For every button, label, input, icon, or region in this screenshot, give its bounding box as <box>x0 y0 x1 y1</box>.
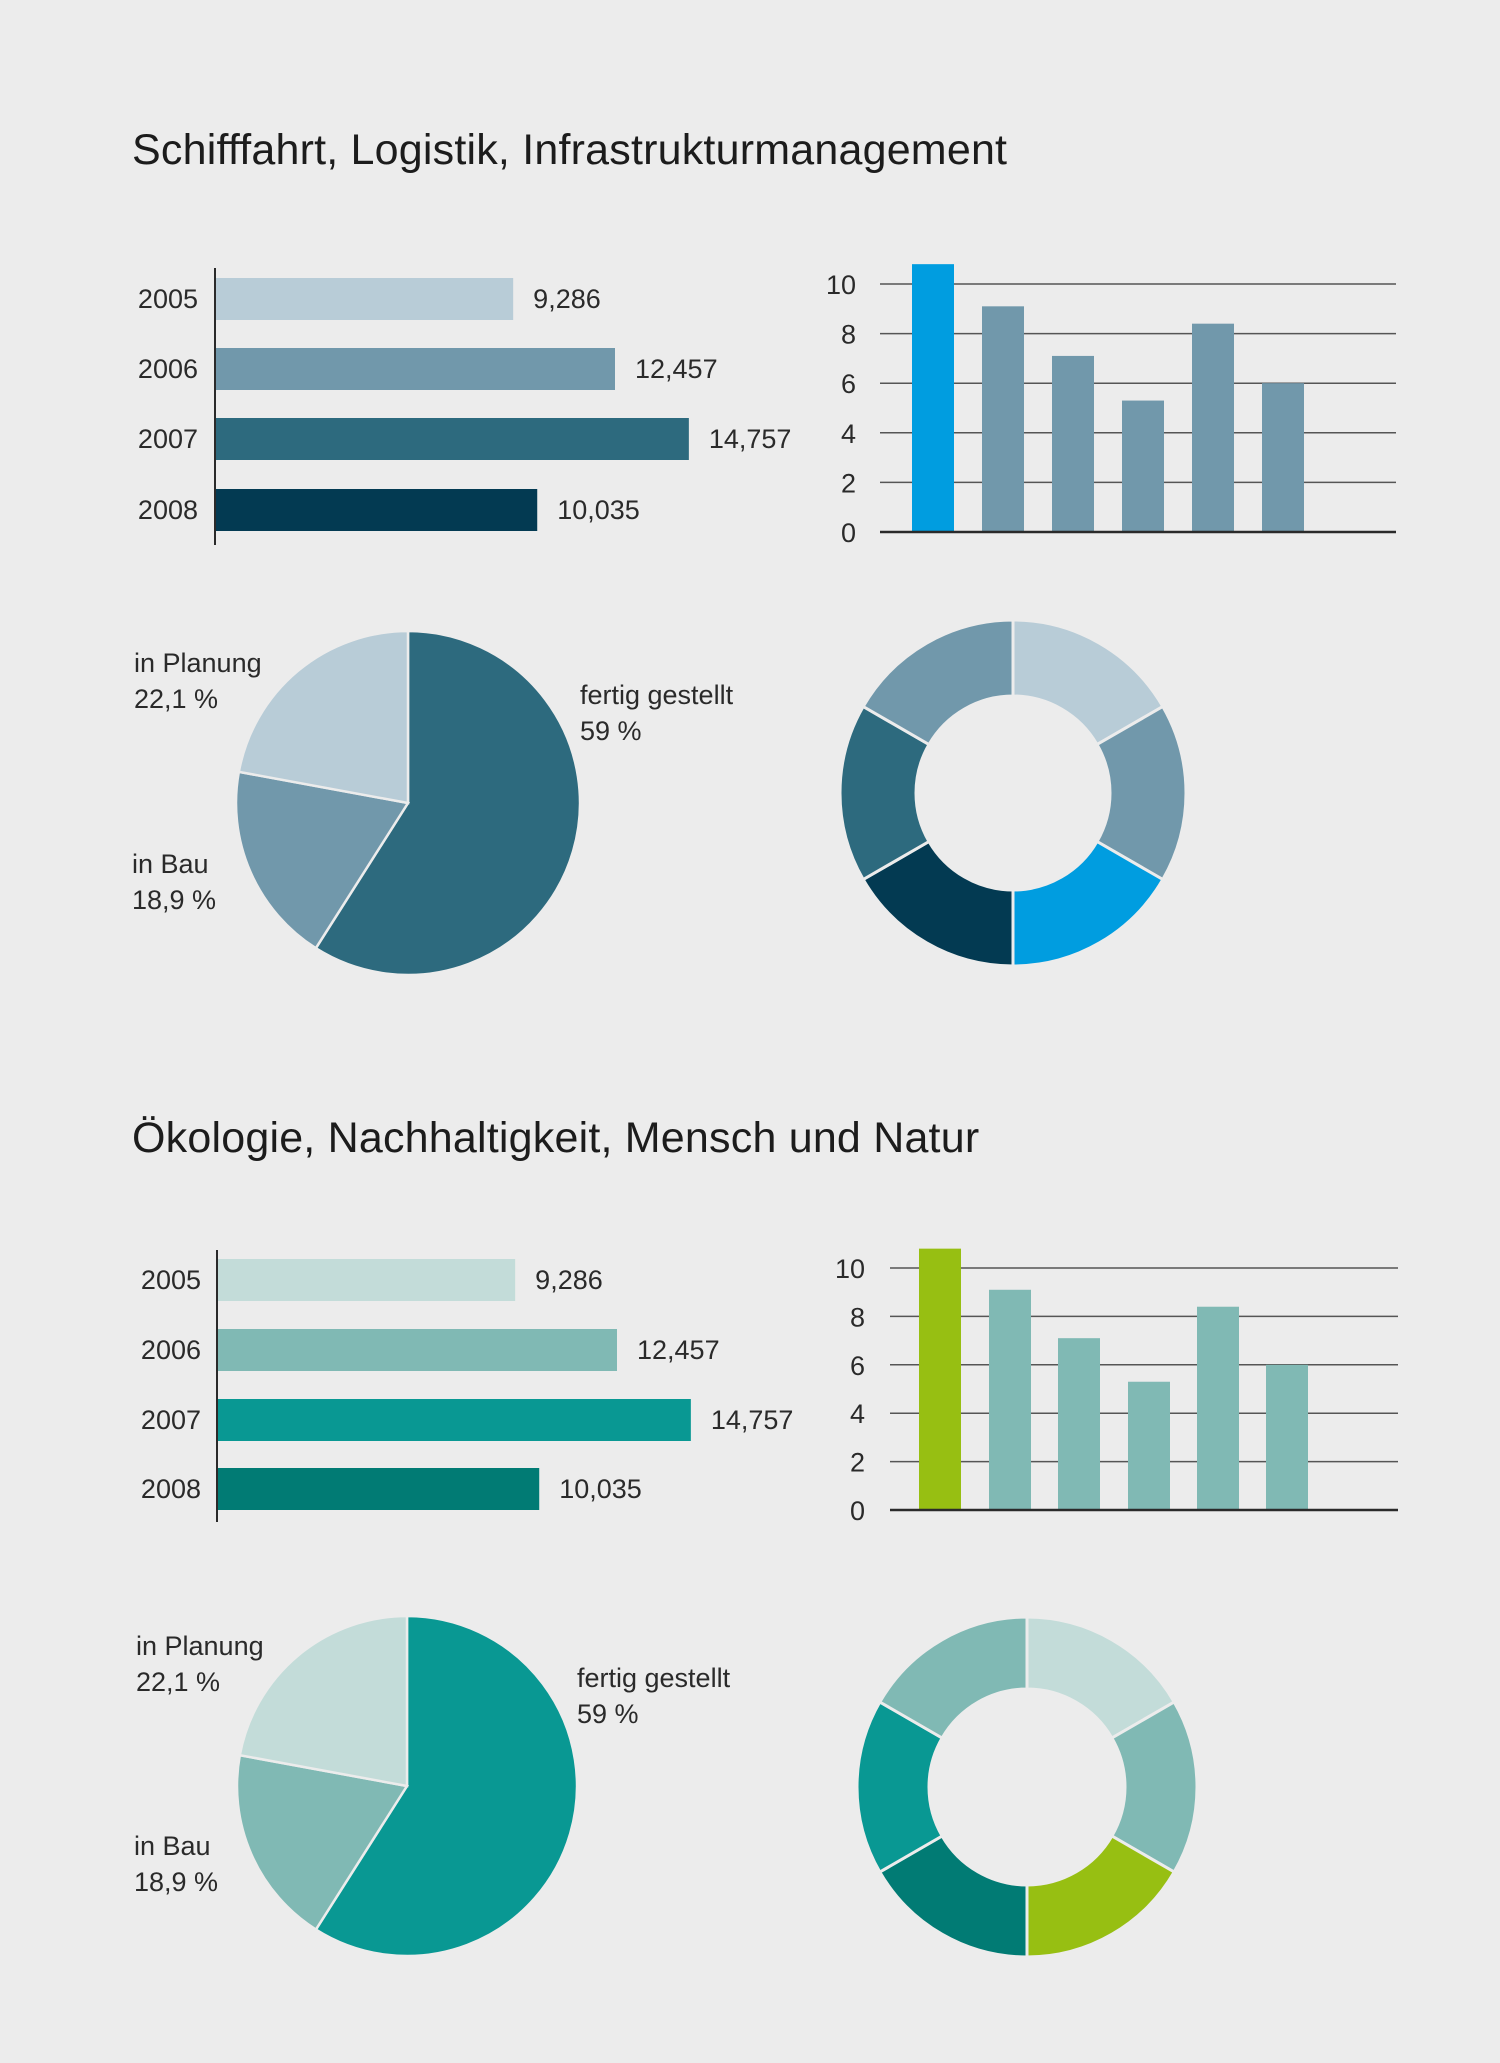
pie-slice-in-Bau <box>235 1753 410 1932</box>
section-title-logistics: Schifffahrt, Logistik, Infrastrukturmana… <box>132 126 1008 174</box>
donut-segment-6 <box>861 618 1015 747</box>
vbar-3 <box>1052 355 1094 532</box>
vbar-tick-label-4: 4 <box>841 419 856 449</box>
pie-label-in-Bau: in Bau <box>134 1831 211 1861</box>
donut-chart-ecology <box>855 1615 1199 1959</box>
vbar-1 <box>912 264 954 532</box>
hbar-year-label-2008: 2008 <box>138 495 198 525</box>
pie-value-in-Planung: 22,1 % <box>136 1667 220 1697</box>
hbar-value-label-2007: 14,757 <box>711 1405 794 1435</box>
pie-value-fertig-gestellt: 59 % <box>577 1699 639 1729</box>
vbar-tick-label-10: 10 <box>826 270 856 300</box>
hbar-2007 <box>217 1399 691 1441</box>
vbar-6 <box>1266 1364 1308 1510</box>
hbar-value-label-2006: 12,457 <box>637 1335 720 1365</box>
hbar-value-label-2007: 14,757 <box>709 424 792 454</box>
vbar-chart-logistics: 0 2 4 6 8 10 <box>826 264 1396 548</box>
pie-value-in-Bau: 18,9 % <box>132 885 216 915</box>
vbar-tick-label-6: 6 <box>850 1351 865 1381</box>
hbar-value-label-2008: 10,035 <box>557 495 640 525</box>
hbar-2006 <box>217 1329 617 1371</box>
vbar-4 <box>1128 1381 1170 1510</box>
vbar-tick-label-4: 4 <box>850 1399 865 1429</box>
vbar-chart-ecology: 0 2 4 6 8 10 <box>835 1248 1398 1526</box>
vbar-tick-label-0: 0 <box>841 518 856 548</box>
pie-slice-fertig-gestellt <box>314 629 582 977</box>
pie-chart-ecology: fertig gestellt 59 % in Bau 18,9 % in Planun… <box>134 1614 731 1958</box>
hbar-year-label-2008: 2008 <box>141 1474 201 1504</box>
hbar-2008 <box>217 1468 540 1510</box>
pie-label-in-Planung: in Planung <box>136 1631 264 1661</box>
hbar-year-label-2005: 2005 <box>141 1265 201 1295</box>
vbar-3 <box>1058 1338 1100 1510</box>
vbar-tick-label-2: 2 <box>850 1448 865 1478</box>
vbar-1 <box>919 1248 961 1510</box>
pie-slice-in-Planung <box>238 1614 409 1788</box>
vbar-tick-label-8: 8 <box>841 320 856 350</box>
hbar-year-label-2006: 2006 <box>141 1335 201 1365</box>
hbar-2006 <box>215 348 615 390</box>
hbar-year-label-2006: 2006 <box>138 354 198 384</box>
pie-label-in-Bau: in Bau <box>132 849 209 879</box>
hbar-2005 <box>215 278 514 320</box>
pie-label-in-Planung: in Planung <box>134 648 262 678</box>
hbar-2008 <box>215 489 538 531</box>
vbar-4 <box>1122 400 1164 532</box>
pie-value-in-Planung: 22,1 % <box>134 684 218 714</box>
pie-label-fertig-gestellt: fertig gestellt <box>580 680 734 710</box>
vbar-tick-label-2: 2 <box>841 468 856 498</box>
vbar-tick-label-0: 0 <box>850 1496 865 1526</box>
pie-slice-in-Bau <box>234 770 411 950</box>
hbar-chart-logistics: 2005 9,286 2006 12,457 2007 14,757 2008 10,035 <box>138 268 792 545</box>
hbar-value-label-2005: 9,286 <box>533 284 601 314</box>
hbar-year-label-2007: 2007 <box>138 424 198 454</box>
vbar-2 <box>989 1289 1031 1510</box>
hbar-2007 <box>215 418 689 460</box>
pie-label-fertig-gestellt: fertig gestellt <box>577 1663 731 1693</box>
donut-chart-logistics <box>838 618 1188 968</box>
vbar-2 <box>982 306 1024 532</box>
pie-value-in-Bau: 18,9 % <box>134 1867 218 1897</box>
hbar-value-label-2006: 12,457 <box>635 354 718 384</box>
vbar-tick-label-10: 10 <box>835 1254 865 1284</box>
pie-chart-logistics: fertig gestellt 59 % in Bau 18,9 % in Planun… <box>132 629 734 977</box>
hbar-chart-ecology: 2005 9,286 2006 12,457 2007 14,757 2008 10,035 <box>141 1250 794 1522</box>
vbar-5 <box>1192 323 1234 532</box>
vbar-5 <box>1197 1306 1239 1510</box>
vbar-6 <box>1262 383 1304 532</box>
pie-slice-in-Planung <box>237 629 410 805</box>
hbar-value-label-2005: 9,286 <box>535 1265 603 1295</box>
pie-value-fertig-gestellt: 59 % <box>580 716 642 746</box>
hbar-2005 <box>217 1259 516 1301</box>
pie-slice-fertig-gestellt <box>314 1614 579 1958</box>
hbar-value-label-2008: 10,035 <box>559 1474 642 1504</box>
hbar-year-label-2005: 2005 <box>138 284 198 314</box>
hbar-year-label-2007: 2007 <box>141 1405 201 1435</box>
vbar-tick-label-8: 8 <box>850 1302 865 1332</box>
donut-segment-6 <box>877 1615 1029 1741</box>
section-title-ecology: Ökologie, Nachhaltigkeit, Mensch und Nat… <box>132 1114 980 1162</box>
vbar-tick-label-6: 6 <box>841 369 856 399</box>
